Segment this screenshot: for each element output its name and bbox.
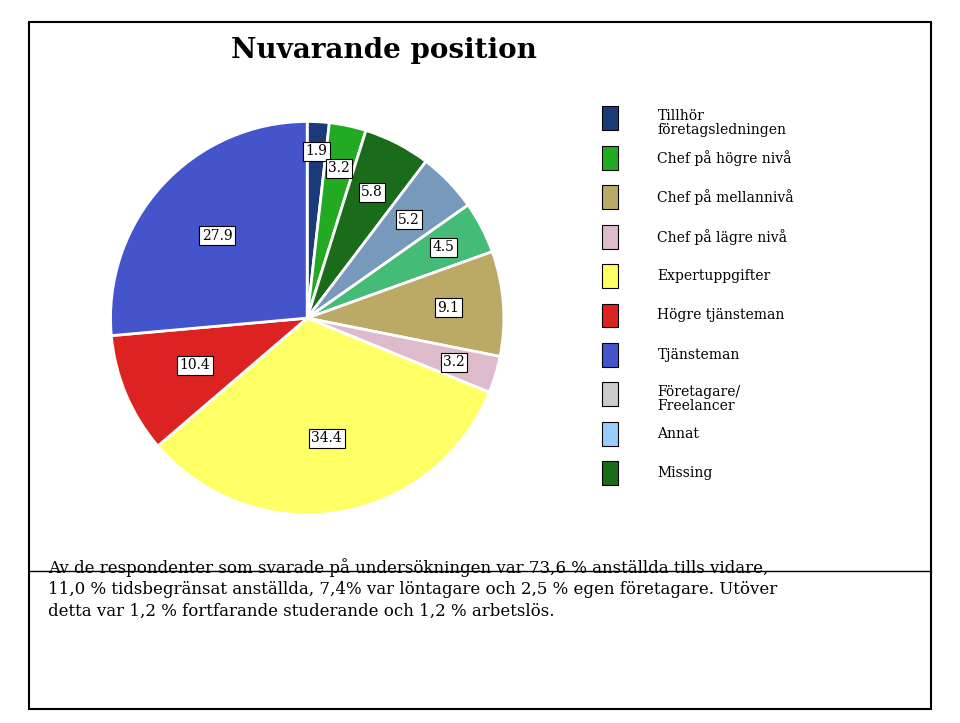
Text: Nuvarande position: Nuvarande position (231, 37, 537, 64)
Text: 3.2: 3.2 (444, 355, 465, 369)
Wedge shape (307, 318, 500, 393)
Text: Freelancer: Freelancer (658, 399, 735, 414)
Wedge shape (111, 318, 307, 446)
FancyBboxPatch shape (602, 304, 618, 328)
Text: Expertuppgifter: Expertuppgifter (658, 269, 771, 283)
Text: Högre tjänsteman: Högre tjänsteman (658, 309, 784, 322)
FancyBboxPatch shape (602, 461, 618, 485)
Text: Chef på mellannivå: Chef på mellannivå (658, 189, 794, 205)
Text: Tillhör: Tillhör (658, 109, 705, 123)
Text: 10.4: 10.4 (180, 359, 210, 372)
Wedge shape (110, 121, 307, 335)
Text: detta var 1,2 % fortfarande studerande och 1,2 % arbetslös.: detta var 1,2 % fortfarande studerande o… (48, 602, 555, 620)
FancyBboxPatch shape (602, 422, 618, 445)
FancyBboxPatch shape (602, 106, 618, 130)
Wedge shape (307, 205, 492, 318)
FancyBboxPatch shape (602, 343, 618, 367)
Text: 3.2: 3.2 (328, 161, 349, 175)
Text: 4.5: 4.5 (432, 241, 454, 254)
Wedge shape (307, 121, 329, 318)
Text: 27.9: 27.9 (202, 229, 232, 243)
Text: företagsledningen: företagsledningen (658, 123, 786, 137)
Wedge shape (307, 130, 426, 318)
Wedge shape (307, 252, 504, 356)
Text: 11,0 % tidsbegränsat anställda, 7,4% var löntagare och 2,5 % egen företagare. Ut: 11,0 % tidsbegränsat anställda, 7,4% var… (48, 581, 778, 598)
Wedge shape (307, 123, 366, 318)
Text: Tjänsteman: Tjänsteman (658, 348, 740, 362)
Text: Av de respondenter som svarade på undersökningen var 73,6 % anställda tills vida: Av de respondenter som svarade på unders… (48, 558, 768, 577)
Text: 5.2: 5.2 (398, 213, 420, 227)
FancyBboxPatch shape (602, 382, 618, 406)
Text: 1.9: 1.9 (305, 144, 327, 158)
Wedge shape (157, 318, 490, 515)
Text: Annat: Annat (658, 427, 699, 441)
Text: Chef på lägre nivå: Chef på lägre nivå (658, 228, 787, 244)
FancyBboxPatch shape (602, 264, 618, 288)
Text: Missing: Missing (658, 466, 712, 480)
Text: Företagare/: Företagare/ (658, 385, 740, 399)
Wedge shape (307, 161, 468, 318)
Text: 34.4: 34.4 (311, 432, 342, 445)
Text: 9.1: 9.1 (438, 301, 459, 315)
Text: Chef på högre nivå: Chef på högre nivå (658, 150, 792, 166)
Text: 5.8: 5.8 (361, 185, 383, 200)
FancyBboxPatch shape (602, 146, 618, 170)
FancyBboxPatch shape (602, 185, 618, 209)
FancyBboxPatch shape (602, 225, 618, 249)
